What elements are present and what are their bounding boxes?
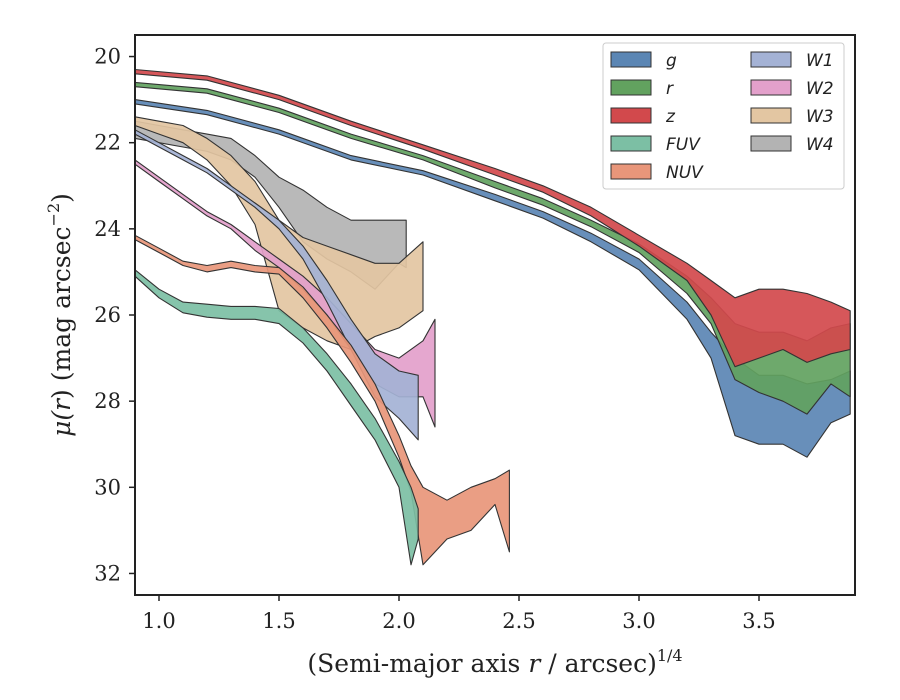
legend-label: W4 bbox=[806, 135, 834, 155]
legend-label: W3 bbox=[806, 107, 834, 127]
legend-label: FUV bbox=[666, 135, 701, 155]
axis-ticks: 1.0 1.5 2.0 2.5 3.0 3.5 20 22 24 26 28 30 32 bbox=[94, 45, 775, 633]
legend-label: W1 bbox=[806, 51, 834, 71]
series-band-r bbox=[135, 81, 851, 415]
legend-swatch bbox=[750, 51, 792, 68]
legend-entry-r: r bbox=[610, 79, 674, 99]
legend-swatch bbox=[750, 79, 792, 96]
y-axis-label: μ(r) (mag arcsec−2) bbox=[44, 193, 76, 437]
series-band-g bbox=[135, 99, 851, 458]
legend-entry-g: g bbox=[610, 51, 677, 71]
x-tick-label: 3.0 bbox=[622, 609, 655, 633]
legend-label: g bbox=[666, 51, 677, 71]
legend: grz FUV NUV W1 W2 W3 W4 bbox=[602, 42, 845, 190]
x-axis-label: (Semi-major axis r / arcsec)1/4 bbox=[307, 646, 682, 678]
legend-swatch bbox=[610, 135, 652, 152]
legend-entry-w4: W4 bbox=[750, 135, 834, 155]
x-tick-label: 1.0 bbox=[142, 609, 175, 633]
legend-swatch bbox=[610, 79, 652, 96]
y-tick-label: 26 bbox=[94, 303, 121, 327]
series-band-w1 bbox=[135, 129, 419, 441]
x-tick-label: 1.5 bbox=[262, 609, 295, 633]
legend-label: NUV bbox=[666, 163, 704, 183]
legend-entry-fuv: FUV bbox=[610, 135, 701, 155]
legend-entry-w1: W1 bbox=[750, 51, 834, 71]
y-tick-label: 24 bbox=[94, 217, 121, 241]
y-tick-label: 28 bbox=[94, 389, 121, 413]
x-tick-label: 2.5 bbox=[502, 609, 535, 633]
legend-entry-w3: W3 bbox=[750, 107, 834, 127]
series-band-fuv bbox=[135, 269, 419, 566]
series-band-w3 bbox=[135, 116, 424, 351]
series-layer bbox=[135, 68, 851, 566]
legend-label: W2 bbox=[806, 79, 834, 99]
series-band-nuv bbox=[135, 234, 510, 566]
y-tick-label: 20 bbox=[94, 45, 121, 69]
legend-swatch bbox=[750, 107, 792, 124]
y-tick-label: 22 bbox=[94, 131, 121, 155]
legend-entry-nuv: NUV bbox=[610, 163, 704, 183]
legend-entry-w2: W2 bbox=[750, 79, 834, 99]
legend-swatch bbox=[610, 107, 652, 124]
legend-label: r bbox=[666, 79, 674, 99]
x-tick-label: 2.0 bbox=[382, 609, 415, 633]
legend-swatch bbox=[610, 163, 652, 180]
series-band-z bbox=[135, 68, 851, 368]
legend-swatch bbox=[750, 135, 792, 152]
legend-swatch bbox=[610, 51, 652, 68]
x-tick-label: 3.5 bbox=[742, 609, 775, 633]
y-tick-label: 30 bbox=[94, 475, 121, 499]
y-tick-label: 32 bbox=[94, 561, 121, 585]
legend-entry-z: z bbox=[610, 107, 676, 127]
legend-label: z bbox=[665, 107, 676, 127]
